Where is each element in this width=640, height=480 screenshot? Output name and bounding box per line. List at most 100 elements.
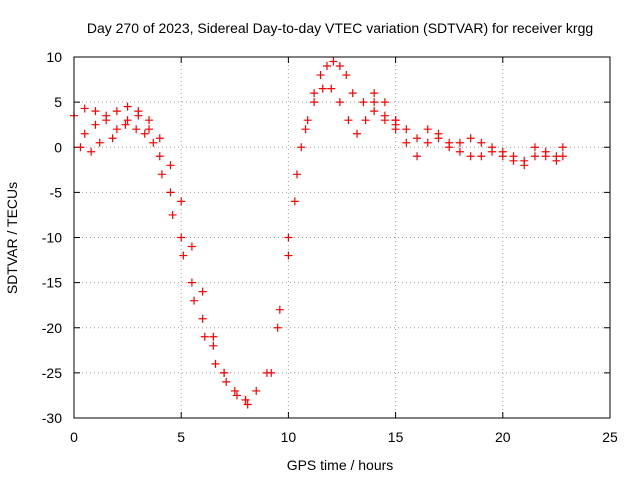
tick-labels: 0 5 10 15 20 25 10 5 0 -5 -10 -15 -20 -25 -30: [42, 49, 618, 445]
plot-frame: [73, 56, 611, 419]
data-point: [370, 107, 379, 116]
data-point: [87, 147, 96, 156]
data-point: [342, 71, 351, 80]
data-point: [348, 89, 357, 98]
data-point: [423, 125, 432, 134]
data-point: [413, 152, 422, 161]
data-point: [445, 143, 454, 152]
data-point: [434, 134, 443, 143]
data-point: [344, 116, 353, 125]
data-point: [284, 233, 293, 242]
data-point: [488, 143, 497, 152]
y-tick-label: -5: [50, 184, 63, 200]
x-tick-label: 10: [281, 429, 297, 445]
data-point: [145, 125, 154, 134]
data-point: [273, 323, 282, 332]
data-point: [541, 147, 550, 156]
data-point: [187, 242, 196, 251]
data-point: [177, 197, 186, 206]
data-point: [241, 395, 250, 404]
x-tick-label: 0: [70, 429, 78, 445]
data-point: [327, 84, 336, 93]
series-track-b: [76, 120, 252, 409]
data-point: [292, 170, 301, 179]
data-point: [455, 147, 464, 156]
data-point: [91, 120, 100, 129]
y-tick-label: 0: [54, 139, 62, 155]
data-point: [466, 134, 475, 143]
data-point: [157, 170, 166, 179]
data-point: [322, 62, 331, 71]
data-point: [329, 57, 338, 66]
data-point: [134, 107, 143, 116]
data-point: [190, 296, 199, 305]
data-point: [177, 233, 186, 242]
data-point: [477, 138, 486, 147]
grid-lines: [74, 57, 610, 418]
series-track-c: [80, 107, 229, 377]
data-point: [200, 332, 209, 341]
data-point: [243, 400, 252, 409]
data-point: [477, 152, 486, 161]
data-point: [402, 138, 411, 147]
y-tick-label: -15: [42, 275, 62, 291]
data-point: [391, 116, 400, 125]
y-tick-label: -20: [42, 320, 62, 336]
data-point: [80, 104, 89, 113]
data-point: [209, 332, 218, 341]
data-point: [140, 129, 149, 138]
x-tick-label: 20: [495, 429, 511, 445]
data-point: [149, 138, 158, 147]
data-point: [310, 98, 319, 107]
data-point: [361, 116, 370, 125]
data-point: [232, 391, 241, 400]
data-point: [166, 161, 175, 170]
y-tick-label: -25: [42, 365, 62, 381]
data-point: [520, 156, 529, 165]
data-point: [335, 98, 344, 107]
series-recovery-b: [267, 84, 400, 377]
data-point: [198, 287, 207, 296]
data-point: [155, 134, 164, 143]
data-point: [303, 116, 312, 125]
y-tick-label: -10: [42, 230, 62, 246]
y-tick-label: 5: [54, 94, 62, 110]
data-point: [95, 138, 104, 147]
data-point: [252, 386, 261, 395]
data-point: [391, 125, 400, 134]
data-point: [530, 152, 539, 161]
data-point: [230, 386, 239, 395]
data-point: [108, 134, 117, 143]
data-point: [267, 368, 276, 377]
data-point: [80, 129, 89, 138]
series-late-b: [391, 116, 567, 165]
data-point: [222, 377, 231, 386]
x-tick-label: 5: [177, 429, 185, 445]
data-point: [413, 134, 422, 143]
data-point: [284, 251, 293, 260]
y-tick-label: 10: [46, 49, 62, 65]
data-point: [275, 305, 284, 314]
x-tick-label: 15: [388, 429, 404, 445]
x-axis-label: GPS time / hours: [287, 457, 394, 473]
data-point: [380, 111, 389, 120]
data-point: [187, 278, 196, 287]
data-point: [112, 107, 121, 116]
y-axis-label: SDTVAR / TECUs: [4, 182, 20, 294]
data-point: [123, 102, 132, 111]
data-point: [466, 152, 475, 161]
data-point: [145, 116, 154, 125]
data-point: [318, 84, 327, 93]
data-point: [209, 341, 218, 350]
data-point: [166, 188, 175, 197]
data-point: [316, 71, 325, 80]
chart-title: Day 270 of 2023, Sidereal Day-to-day VTE…: [87, 20, 593, 36]
data-point: [112, 125, 121, 134]
data-point: [370, 98, 379, 107]
data-point: [509, 152, 518, 161]
data-point: [380, 98, 389, 107]
data-point: [179, 251, 188, 260]
data-point: [370, 89, 379, 98]
data-point: [297, 143, 306, 152]
